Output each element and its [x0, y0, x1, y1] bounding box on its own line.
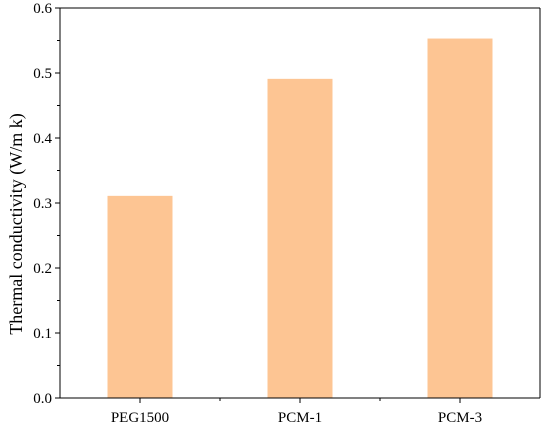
bar-pcm-3	[427, 38, 493, 399]
x-ticks-group: PEG1500 PCM-1 PCM-3	[111, 398, 482, 426]
x-tick-label-pcm-3: PCM-3	[438, 410, 482, 426]
bar-peg1500	[107, 195, 173, 398]
y-axis-title: Thermal conductivity (W/m k)	[6, 113, 27, 334]
x-tick-label-pcm-1: PCM-1	[278, 410, 322, 426]
y-tick-label: 0.2	[33, 261, 52, 277]
x-tick-label-peg1500: PEG1500	[111, 410, 169, 426]
y-ticks-group: 0.0 0.1 0.2 0.3 0.4 0.5 0.6	[33, 1, 60, 407]
y-tick-label: 0.0	[33, 391, 52, 407]
y-tick-label: 0.6	[33, 1, 52, 17]
y-tick-label: 0.4	[33, 131, 52, 147]
y-tick-label: 0.5	[33, 66, 52, 82]
y-tick-label: 0.3	[33, 196, 52, 212]
y-tick-label: 0.1	[33, 326, 52, 342]
bar-pcm-1	[267, 78, 333, 398]
bars-group	[107, 38, 493, 399]
